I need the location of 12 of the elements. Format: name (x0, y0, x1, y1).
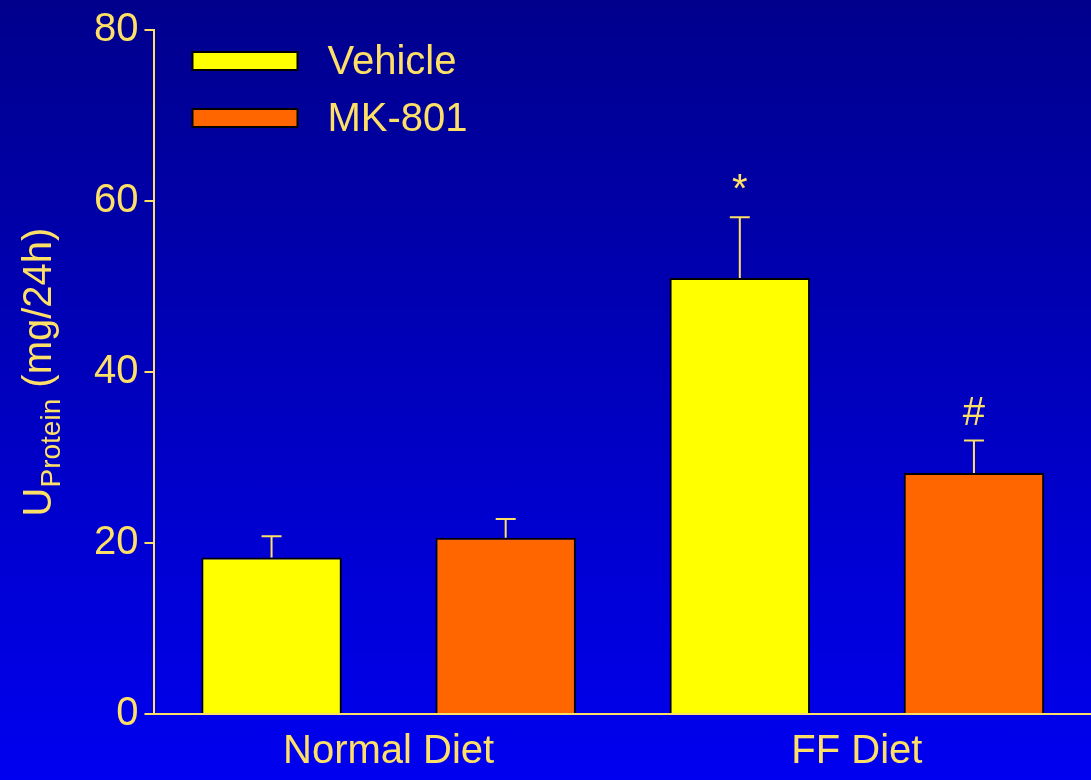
y-tick-label: 60 (93, 176, 139, 221)
x-tick-label: Normal Diet (283, 727, 495, 772)
legend-label: Vehicle (327, 38, 457, 83)
y-tick-label: 0 (116, 689, 139, 734)
legend-label: MK-801 (327, 95, 468, 140)
x-tick-label: FF Diet (791, 727, 923, 772)
annotation: # (962, 389, 986, 434)
y-axis-title: UProtein (mg/24h) (15, 227, 66, 517)
y-tick-label: 20 (93, 518, 139, 563)
y-tick-label: 80 (93, 5, 139, 50)
annotation: * (732, 166, 748, 211)
y-tick-label: 40 (93, 347, 139, 392)
